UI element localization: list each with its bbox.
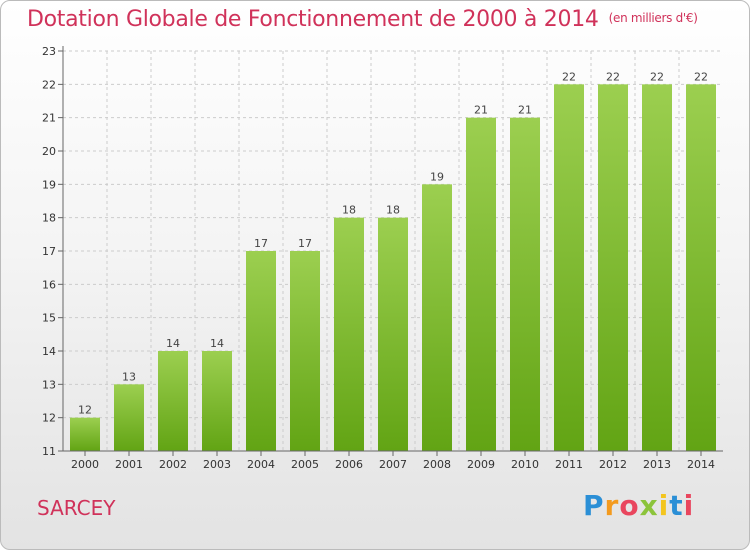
- bar: [510, 117, 540, 452]
- proxiti-logo: Proxiti: [583, 489, 694, 522]
- bar-value-label: 13: [122, 370, 136, 383]
- bar: [202, 351, 232, 451]
- bar: [114, 384, 144, 451]
- bar: [70, 417, 100, 451]
- x-tick-label: 2009: [467, 458, 495, 471]
- x-tick-label: 2000: [71, 458, 99, 471]
- x-tick-label: 2013: [643, 458, 671, 471]
- x-tick-label: 2001: [115, 458, 143, 471]
- y-tick-label: 18: [42, 212, 56, 225]
- bar-value-label: 22: [562, 70, 576, 83]
- logo-letter: r: [604, 489, 620, 522]
- x-tick-label: 2002: [159, 458, 187, 471]
- x-tick-label: 2005: [291, 458, 319, 471]
- bar-value-label: 19: [430, 170, 444, 183]
- y-tick-label: 14: [42, 345, 56, 358]
- y-tick-label: 20: [42, 145, 56, 158]
- logo-letter: o: [619, 489, 640, 522]
- bar-value-label: 22: [650, 70, 664, 83]
- bar-value-label: 22: [606, 70, 620, 83]
- y-tick-label: 16: [42, 278, 56, 291]
- logo-letter: P: [583, 489, 605, 522]
- bar: [246, 251, 276, 451]
- y-tick-label: 22: [42, 78, 56, 91]
- commune-name: SARCEY: [37, 496, 116, 520]
- bar-value-label: 21: [474, 104, 488, 117]
- bar: [334, 217, 364, 451]
- x-tick-label: 2004: [247, 458, 275, 471]
- y-tick-label: 17: [42, 245, 56, 258]
- bars: [70, 84, 716, 452]
- bar: [466, 117, 496, 452]
- bar: [598, 84, 628, 451]
- x-tick-label: 2006: [335, 458, 363, 471]
- bar-value-label: 17: [298, 237, 312, 250]
- y-tick-label: 11: [42, 445, 56, 458]
- y-tick-label: 21: [42, 112, 56, 125]
- x-tick-label: 2014: [687, 458, 715, 471]
- y-tick-label: 23: [42, 45, 56, 58]
- x-tick-label: 2007: [379, 458, 407, 471]
- bar: [642, 84, 672, 451]
- labels: 11 12 13 14 15 16 17 18 19 20 21 22 23 12 2000 13 2001 14…: [42, 45, 715, 471]
- bar-value-label: 17: [254, 237, 268, 250]
- bar: [686, 84, 716, 451]
- bar: [290, 251, 320, 451]
- x-tick-label: 2003: [203, 458, 231, 471]
- bar-value-label: 14: [210, 337, 224, 350]
- bar: [422, 184, 452, 452]
- bar-value-label: 22: [694, 70, 708, 83]
- x-tick-label: 2011: [555, 458, 583, 471]
- x-tick-label: 2008: [423, 458, 451, 471]
- bar-value-label: 18: [386, 204, 400, 217]
- bar: [554, 84, 584, 451]
- logo-letter: t: [669, 489, 684, 522]
- y-tick-label: 13: [42, 378, 56, 391]
- bar-value-label: 18: [342, 204, 356, 217]
- chart-title: Dotation Globale de Fonctionnement de 20…: [27, 7, 698, 32]
- logo-letter: x: [639, 489, 659, 522]
- logo-letter: i: [658, 489, 670, 522]
- bar-value-label: 12: [78, 404, 92, 417]
- bar-value-label: 14: [166, 337, 180, 350]
- y-tick-label: 19: [42, 178, 56, 191]
- y-tick-label: 12: [42, 412, 56, 425]
- bar: [378, 217, 408, 451]
- chart-title-text: Dotation Globale de Fonctionnement de 20…: [27, 7, 599, 32]
- chart-subtitle: (en milliers d'€): [608, 11, 698, 25]
- axes: [58, 46, 723, 456]
- bar-value-label: 21: [518, 104, 532, 117]
- x-tick-label: 2010: [511, 458, 539, 471]
- x-tick-label: 2012: [599, 458, 627, 471]
- logo-letter: i: [683, 489, 695, 522]
- y-tick-label: 15: [42, 312, 56, 325]
- bar: [158, 351, 188, 451]
